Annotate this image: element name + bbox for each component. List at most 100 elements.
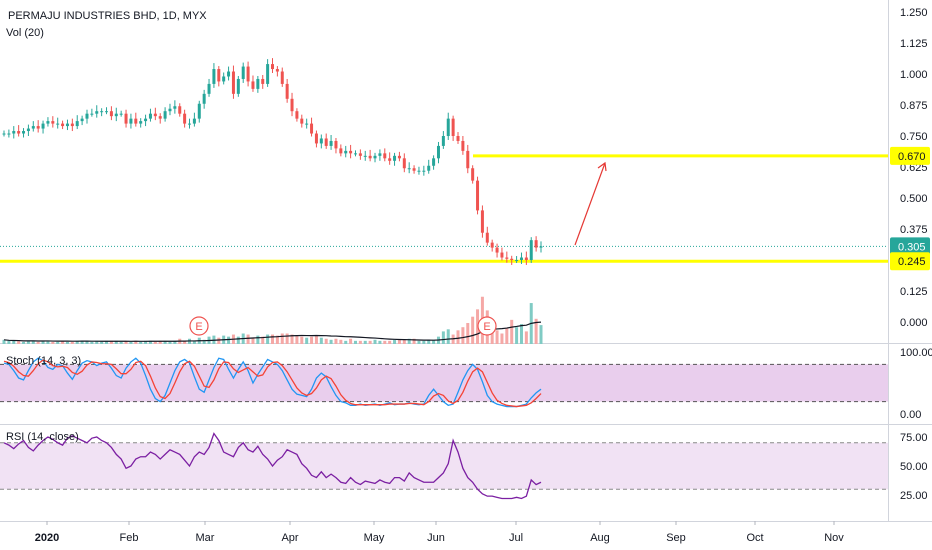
volume-bar [466, 323, 470, 344]
time-tick-label: Aug [590, 532, 610, 544]
price-tick-label: 1.125 [900, 38, 928, 50]
time-tick-label: Sep [666, 532, 686, 544]
volume-bar [12, 340, 16, 344]
candle-body [388, 158, 392, 161]
volume-bar [153, 341, 157, 344]
volume-bar [524, 331, 528, 344]
earnings-marker [189, 316, 209, 336]
candle-body [524, 257, 528, 260]
volume-bar [319, 337, 323, 344]
time-tick-label: Feb [120, 532, 139, 544]
volume-bar [344, 340, 348, 344]
time-tick-label: Oct [746, 532, 763, 544]
candle-body [436, 145, 440, 159]
candle-body [26, 128, 30, 132]
candle-body [476, 180, 480, 211]
candle-body [222, 76, 226, 82]
projection-arrowhead [597, 161, 607, 172]
candle-body [339, 148, 343, 154]
candle-body [212, 69, 216, 84]
candle-body [441, 136, 445, 146]
candle-body [158, 116, 162, 119]
candle-body [295, 111, 299, 119]
volume-bar [70, 341, 74, 344]
candle-body [227, 71, 231, 77]
price-tick-label: 0.750 [900, 131, 928, 143]
candle-body [461, 140, 465, 151]
volume-bar [300, 336, 304, 344]
candle-body [144, 118, 148, 122]
volume-bar [412, 338, 416, 344]
rsi-line [3, 432, 542, 500]
candle-body [485, 232, 489, 243]
highlight-price-tag [890, 146, 930, 165]
candle-body [427, 165, 431, 171]
volume-bar [36, 341, 40, 344]
candle-body [153, 113, 157, 117]
volume-bar [105, 340, 109, 344]
rsi-band [0, 442, 888, 490]
candle-body [95, 111, 99, 114]
volume-bar [422, 340, 426, 344]
candle-body [241, 66, 245, 79]
volume-bar [114, 340, 118, 344]
volume-bar [456, 330, 460, 344]
candle-body [451, 118, 455, 136]
volume-bar [100, 341, 104, 344]
candle-body [534, 240, 538, 248]
volume-bar [280, 333, 284, 344]
volume-bar [324, 338, 328, 344]
candle-body [515, 260, 519, 261]
candle-body [383, 153, 387, 159]
price-tag-label: 0.305 [898, 241, 926, 253]
volume-bar [163, 340, 167, 344]
price-tick-label: 0.875 [900, 100, 928, 112]
candle-body [7, 133, 11, 135]
candle-body [41, 123, 45, 129]
volume-bar [158, 340, 162, 344]
volume-bar [51, 341, 55, 344]
stoch-tick-label: 100.00 [900, 347, 932, 359]
volume-bar [256, 335, 260, 344]
volume-bar [251, 337, 255, 344]
candle-body [432, 158, 436, 166]
volume-bar [539, 325, 543, 344]
volume-bar [305, 337, 309, 344]
candle-body [163, 111, 167, 119]
candle-body [500, 252, 504, 258]
candle-body [363, 155, 367, 157]
volume-bar [168, 341, 172, 344]
volume-bar [446, 329, 450, 344]
volume-bar [202, 339, 206, 344]
volume-bar [378, 340, 382, 344]
earnings-marker [477, 316, 497, 336]
volume-bar [505, 328, 509, 344]
price-tag-label: 0.245 [898, 256, 926, 268]
candle-body [300, 118, 304, 124]
volume-bar [271, 334, 274, 344]
candle-body [51, 121, 55, 124]
price-tick-label: 1.000 [900, 69, 928, 81]
volume-bar [432, 339, 436, 344]
candle-body [80, 118, 84, 122]
candle-body [90, 113, 94, 115]
candle-body [178, 106, 182, 114]
volume-bar [373, 339, 377, 344]
time-tick-label: Jun [427, 532, 445, 544]
volume-bar [534, 318, 538, 344]
time-tick-label: Jul [509, 532, 523, 544]
candle-body [353, 153, 357, 155]
volume-bar [183, 340, 187, 344]
volume-bar [393, 339, 397, 344]
volume-bar [314, 335, 318, 344]
volume-bar [173, 340, 177, 344]
time-tick-label: Mar [196, 532, 215, 544]
rsi-indicator-label: RSI (14, close) [6, 431, 79, 443]
volume-bar [144, 340, 148, 344]
candle-body [480, 210, 484, 233]
volume-bar [495, 330, 499, 344]
volume-bar [148, 340, 152, 344]
rsi-tick-label: 25.00 [900, 490, 928, 502]
candle-body [17, 131, 21, 134]
